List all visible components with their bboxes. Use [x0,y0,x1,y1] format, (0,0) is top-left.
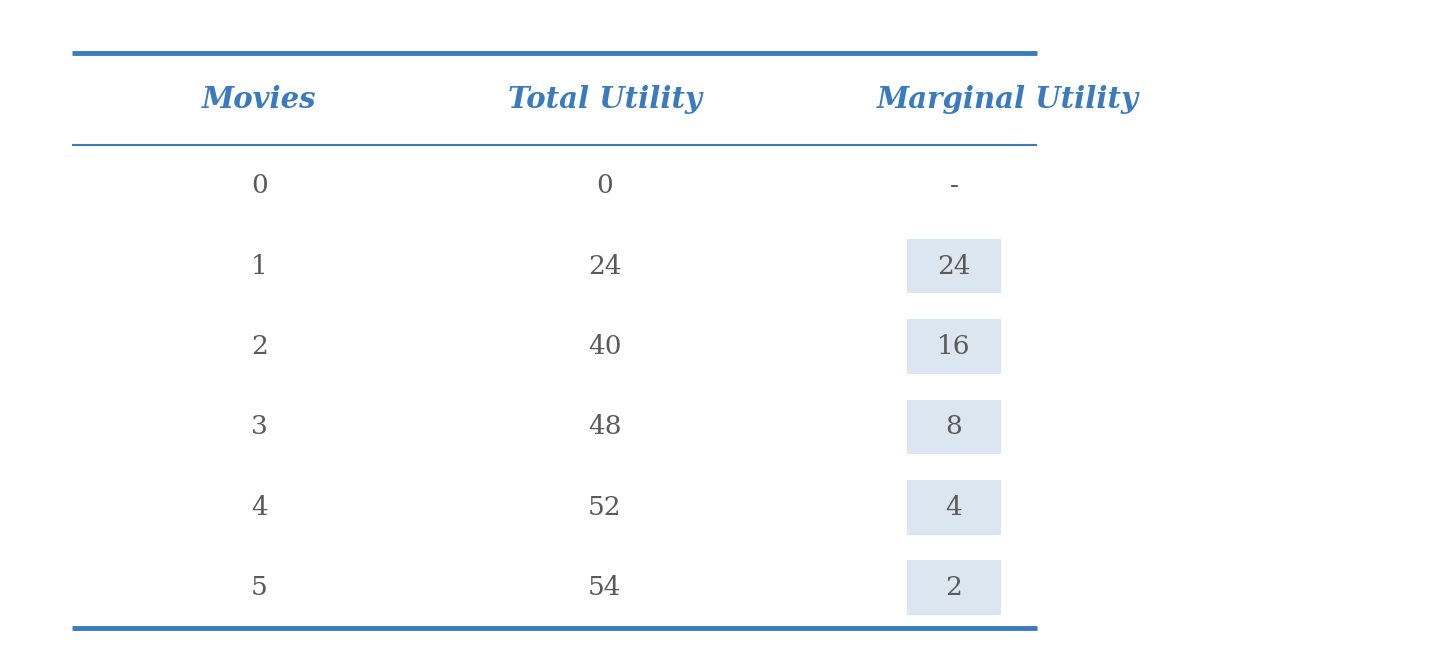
Text: Marginal Utility: Marginal Utility [877,85,1139,114]
Text: 54: 54 [588,575,622,600]
Text: Movies: Movies [202,85,317,114]
Text: 0: 0 [251,173,268,198]
FancyBboxPatch shape [907,319,1001,374]
Text: 40: 40 [588,334,622,359]
Text: 48: 48 [588,414,622,440]
Text: 0: 0 [596,173,613,198]
FancyBboxPatch shape [907,399,1001,454]
Text: 16: 16 [937,334,971,359]
Text: 8: 8 [946,414,962,440]
FancyBboxPatch shape [907,480,1001,535]
Text: Total Utility: Total Utility [508,85,701,114]
Text: 3: 3 [251,414,268,440]
Text: 1: 1 [251,254,268,278]
Text: 52: 52 [588,495,622,520]
FancyBboxPatch shape [907,561,1001,615]
Text: 5: 5 [251,575,268,600]
Text: 24: 24 [937,254,971,278]
Text: 2: 2 [251,334,268,359]
FancyBboxPatch shape [907,239,1001,293]
Text: -: - [949,173,959,198]
Text: 2: 2 [946,575,962,600]
Text: 4: 4 [251,495,268,520]
Text: 4: 4 [946,495,962,520]
Text: 24: 24 [588,254,622,278]
